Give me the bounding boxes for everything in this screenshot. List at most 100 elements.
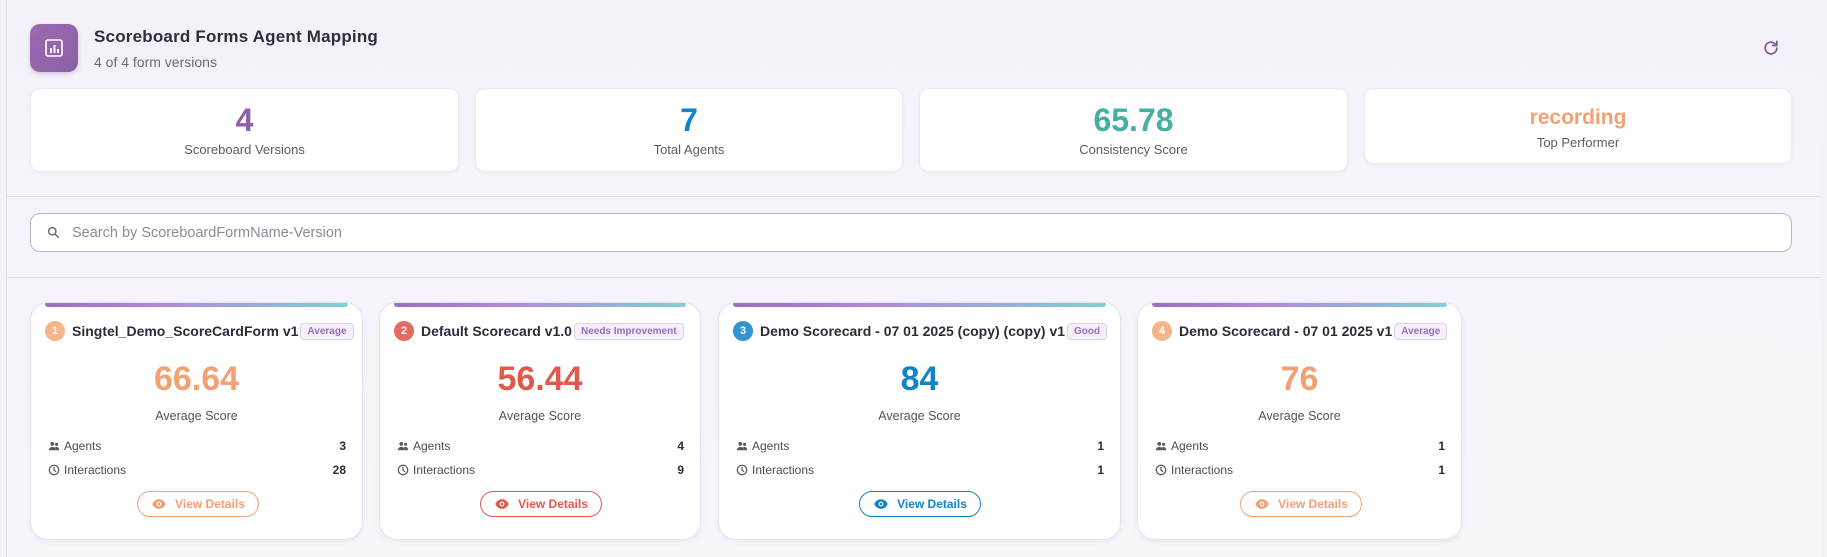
interactions-count: 9 <box>677 463 684 477</box>
card-accent-bar <box>45 303 348 307</box>
search-input[interactable] <box>72 224 1791 241</box>
card-header: 4 Demo Scorecard - 07 01 2025 v1 Average <box>1152 321 1448 341</box>
scoreboard-card: 1 Singtel_Demo_ScoreCardForm v1 Average … <box>30 302 363 540</box>
scoreboard-card: 4 Demo Scorecard - 07 01 2025 v1 Average… <box>1137 302 1462 540</box>
view-details-label: View Details <box>897 497 967 511</box>
agents-count: 4 <box>677 439 684 453</box>
users-icon <box>735 440 748 453</box>
agents-row: Agents 3 <box>47 439 346 453</box>
refresh-icon <box>1764 40 1778 55</box>
interactions-label: Interactions <box>413 463 476 477</box>
interactions-count: 1 <box>1438 463 1445 477</box>
stat-value: recording <box>1529 106 1627 129</box>
interactions-label: Interactions <box>1171 463 1234 477</box>
rank-badge: 4 <box>1152 321 1172 341</box>
status-badge: Needs Improvement <box>573 322 684 340</box>
agents-row: Agents 4 <box>396 439 684 453</box>
rank-badge: 3 <box>733 321 753 341</box>
card-header: 1 Singtel_Demo_ScoreCardForm v1 Average <box>45 321 354 341</box>
average-score-value: 56.44 <box>497 360 583 398</box>
section-divider <box>6 277 1821 278</box>
eye-icon <box>152 499 166 509</box>
agents-count: 3 <box>339 439 346 453</box>
stat-value: 4 <box>235 102 254 138</box>
stat-total-agents: 7 Total Agents <box>475 88 903 172</box>
interactions-label: Interactions <box>64 463 127 477</box>
interactions-row: Interactions 1 <box>735 463 1104 477</box>
search-icon <box>47 226 60 239</box>
view-details-button[interactable]: View Details <box>480 491 602 517</box>
view-details-label: View Details <box>175 497 245 511</box>
clock-icon <box>396 464 409 477</box>
stat-consistency-score: 65.78 Consistency Score <box>919 88 1348 172</box>
average-score-value: 84 <box>900 360 939 398</box>
rank-badge: 2 <box>394 321 414 341</box>
card-header: 3 Demo Scorecard - 07 01 2025 (copy) (co… <box>733 321 1108 341</box>
header-titles: Scoreboard Forms Agent Mapping 4 of 4 fo… <box>94 27 378 70</box>
average-score-value: 66.64 <box>153 360 240 398</box>
stat-label: Consistency Score <box>1079 142 1188 157</box>
clock-icon <box>47 464 60 477</box>
interactions-row: Interactions 1 <box>1154 463 1445 477</box>
card-title: Demo Scorecard - 07 01 2025 v1 <box>1179 323 1393 339</box>
card-title: Default Scorecard v1.0 <box>421 323 572 339</box>
card-accent-bar <box>733 303 1106 307</box>
bar-chart-icon <box>30 24 78 72</box>
average-score-value: 76 <box>1280 360 1319 398</box>
page-header: Scoreboard Forms Agent Mapping 4 of 4 fo… <box>30 24 378 72</box>
average-score-label: Average Score <box>1258 409 1341 423</box>
card-title: Demo Scorecard - 07 01 2025 (copy) (copy… <box>760 323 1066 339</box>
stat-value: 65.78 <box>1093 102 1174 138</box>
agents-label: Agents <box>413 439 451 453</box>
status-badge: Average <box>1394 322 1448 340</box>
stat-label: Scoreboard Versions <box>184 142 305 157</box>
interactions-row: Interactions 9 <box>396 463 684 477</box>
view-details-button[interactable]: View Details <box>1240 491 1362 517</box>
agents-label: Agents <box>64 439 102 453</box>
view-details-button[interactable]: View Details <box>137 491 259 517</box>
users-icon <box>396 440 409 453</box>
card-header: 2 Default Scorecard v1.0 Needs Improveme… <box>394 321 686 341</box>
scoreboard-card: 3 Demo Scorecard - 07 01 2025 (copy) (co… <box>718 302 1121 540</box>
agents-label: Agents <box>1171 439 1209 453</box>
stat-scoreboard-versions: 4 Scoreboard Versions <box>30 88 459 172</box>
agents-row: Agents 1 <box>1154 439 1445 453</box>
card-accent-bar <box>1152 303 1447 307</box>
eye-icon <box>874 499 888 509</box>
section-divider <box>6 196 1821 197</box>
stat-value: 7 <box>680 102 698 138</box>
stat-top-performer: recording Top Performer <box>1364 88 1792 164</box>
stat-label: Top Performer <box>1536 135 1620 150</box>
clock-icon <box>1154 464 1167 477</box>
view-details-label: View Details <box>1278 497 1348 511</box>
interactions-label: Interactions <box>752 463 815 477</box>
interactions-row: Interactions 28 <box>47 463 346 477</box>
card-title: Singtel_Demo_ScoreCardForm v1 <box>72 323 299 339</box>
scoreboard-card: 2 Default Scorecard v1.0 Needs Improveme… <box>379 302 701 540</box>
refresh-button[interactable] <box>1759 36 1783 60</box>
average-score-label: Average Score <box>878 409 961 423</box>
rank-badge: 1 <box>45 321 65 341</box>
agents-label: Agents <box>752 439 790 453</box>
interactions-count: 28 <box>332 463 346 477</box>
card-accent-bar <box>394 303 686 307</box>
stat-label: Total Agents <box>653 142 725 157</box>
status-badge: Average <box>300 322 354 340</box>
users-icon <box>47 440 60 453</box>
view-details-button[interactable]: View Details <box>859 491 981 517</box>
status-badge: Good <box>1067 322 1108 340</box>
page-title: Scoreboard Forms Agent Mapping <box>94 26 379 46</box>
average-score-label: Average Score <box>155 409 238 423</box>
interactions-count: 1 <box>1097 463 1104 477</box>
users-icon <box>1154 440 1167 453</box>
agents-count: 1 <box>1097 439 1104 453</box>
view-details-label: View Details <box>518 497 588 511</box>
agents-count: 1 <box>1438 439 1445 453</box>
eye-icon <box>1255 499 1269 509</box>
eye-icon <box>495 499 509 509</box>
agents-row: Agents 1 <box>735 439 1104 453</box>
average-score-label: Average Score <box>498 409 582 423</box>
search-box[interactable] <box>30 213 1792 252</box>
page-subtitle: 4 of 4 form versions <box>94 53 217 70</box>
clock-icon <box>735 464 748 477</box>
